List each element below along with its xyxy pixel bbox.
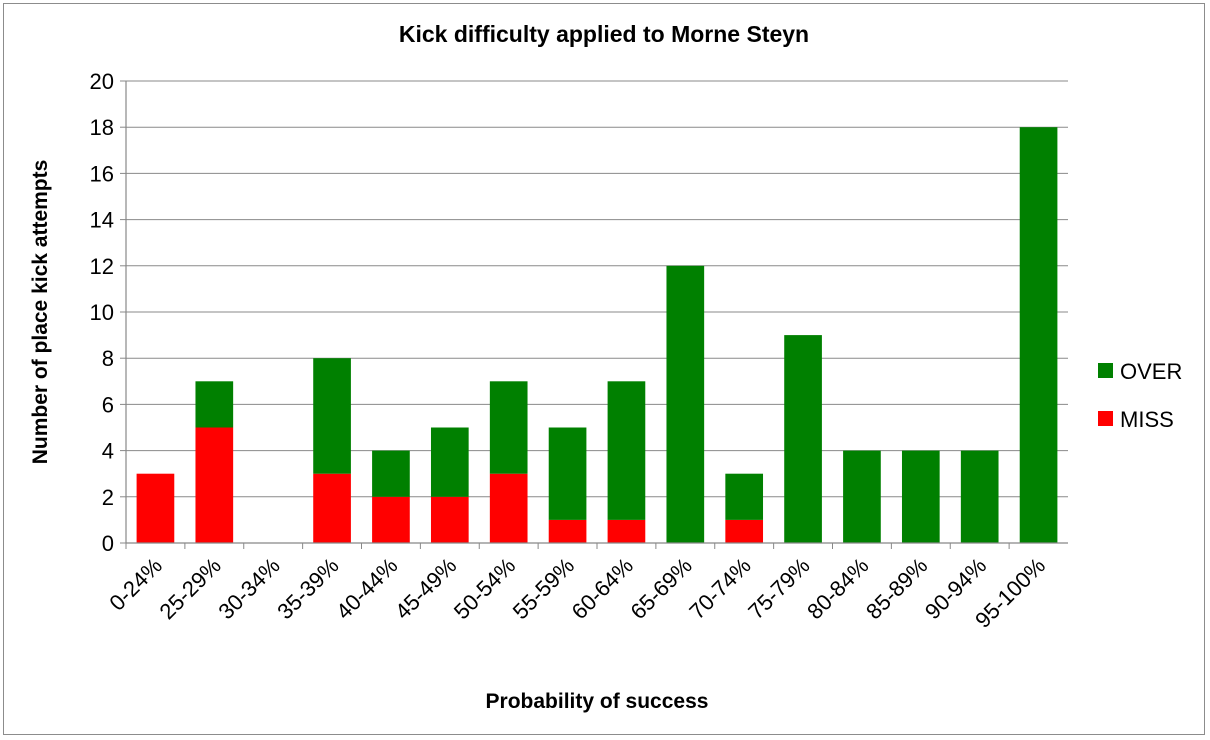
bar-over — [901, 450, 940, 543]
bar-over — [195, 381, 234, 428]
y-axis-title: Number of place kick attempts — [29, 160, 52, 465]
bar-over — [1019, 127, 1058, 543]
y-tick-label: 0 — [102, 531, 114, 556]
bars — [136, 127, 1058, 543]
bar-over — [313, 358, 351, 474]
bar-over — [607, 381, 646, 520]
x-tick-label: 70-74% — [684, 553, 755, 624]
legend: OVER MISS — [1098, 359, 1182, 432]
y-tick-label: 8 — [102, 346, 114, 371]
y-tick-label: 20 — [90, 69, 114, 94]
x-tick-label: 60-64% — [567, 553, 638, 624]
x-tick-label: 30-34% — [213, 553, 284, 624]
bar-over — [548, 427, 587, 520]
bar-over — [372, 450, 410, 497]
y-tick-label: 16 — [90, 161, 114, 186]
y-tick-label: 12 — [90, 254, 114, 279]
x-tick-labels: 0-24%25-29%30-34%35-39%40-44%45-49%50-54… — [104, 553, 1050, 633]
x-axis-title: Probability of success — [486, 690, 709, 713]
bar-over — [960, 450, 999, 543]
x-tick-label: 45-49% — [390, 553, 461, 624]
gridlines — [120, 80, 1068, 549]
y-tick-label: 10 — [90, 300, 114, 325]
y-tick-label: 14 — [90, 208, 114, 233]
y-tick-label: 6 — [102, 392, 114, 417]
bar-over — [666, 265, 705, 543]
legend-swatch-miss — [1098, 411, 1113, 426]
y-tick-label: 18 — [90, 115, 114, 140]
y-tick-labels: 0 2 4 6 8 10 12 14 16 18 20 — [90, 69, 114, 556]
bar-over — [430, 427, 469, 497]
bar-miss — [136, 473, 175, 543]
legend-label-miss: MISS — [1120, 407, 1174, 432]
bar-over — [489, 381, 528, 474]
bar-miss — [548, 519, 587, 543]
bar-over — [784, 335, 822, 543]
x-tick-label: 80-84% — [802, 553, 873, 624]
y-tick-label: 4 — [102, 439, 114, 464]
x-tick-label: 75-79% — [743, 553, 814, 624]
x-tick-label: 55-59% — [508, 553, 579, 624]
x-tick-label: 25-29% — [155, 553, 226, 624]
x-tick-label: 40-44% — [331, 553, 402, 624]
bar-miss — [725, 519, 764, 543]
x-tick-label: 65-69% — [626, 553, 697, 624]
chart-frame — [3, 3, 1205, 735]
x-tick-label: 35-39% — [272, 553, 343, 624]
bar-over — [725, 473, 764, 520]
legend-label-over: OVER — [1120, 359, 1182, 384]
bar-miss — [430, 496, 469, 543]
bar-miss — [607, 519, 646, 543]
legend-swatch-over — [1098, 363, 1113, 378]
x-tick-label: 85-89% — [861, 553, 932, 624]
y-tick-label: 2 — [102, 485, 114, 510]
bar-miss — [372, 496, 410, 543]
bar-miss — [313, 473, 351, 543]
chart-title: Kick difficulty applied to Morne Steyn — [399, 21, 809, 47]
bar-miss — [195, 427, 234, 543]
bar-over — [843, 450, 881, 543]
bar-miss — [489, 473, 528, 543]
x-tick-label: 50-54% — [449, 553, 520, 624]
